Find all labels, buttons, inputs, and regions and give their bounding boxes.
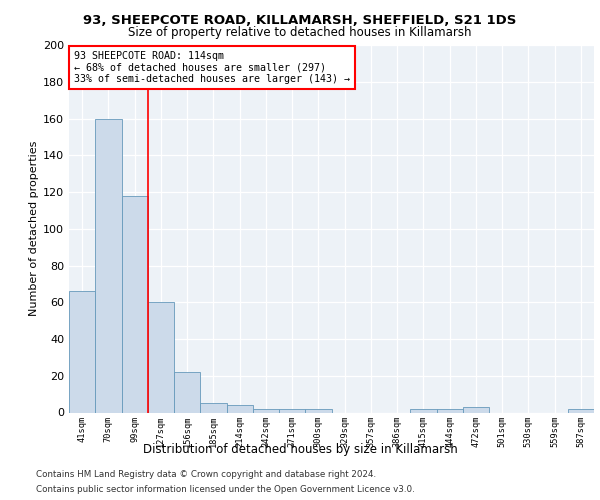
Bar: [227, 405, 253, 412]
Text: Size of property relative to detached houses in Killamarsh: Size of property relative to detached ho…: [128, 26, 472, 39]
Bar: [463, 407, 489, 412]
Bar: [279, 409, 305, 412]
Bar: [174, 372, 200, 412]
Bar: [121, 196, 148, 412]
Bar: [568, 409, 594, 412]
Text: 93, SHEEPCOTE ROAD, KILLAMARSH, SHEFFIELD, S21 1DS: 93, SHEEPCOTE ROAD, KILLAMARSH, SHEFFIEL…: [83, 14, 517, 27]
Y-axis label: Number of detached properties: Number of detached properties: [29, 141, 39, 316]
Text: Contains public sector information licensed under the Open Government Licence v3: Contains public sector information licen…: [36, 485, 415, 494]
Bar: [95, 118, 121, 412]
Text: Distribution of detached houses by size in Killamarsh: Distribution of detached houses by size …: [143, 442, 457, 456]
Bar: [148, 302, 174, 412]
Bar: [253, 409, 279, 412]
Bar: [69, 291, 95, 412]
Text: 93 SHEEPCOTE ROAD: 114sqm
← 68% of detached houses are smaller (297)
33% of semi: 93 SHEEPCOTE ROAD: 114sqm ← 68% of detac…: [74, 50, 350, 84]
Text: Contains HM Land Registry data © Crown copyright and database right 2024.: Contains HM Land Registry data © Crown c…: [36, 470, 376, 479]
Bar: [437, 409, 463, 412]
Bar: [305, 409, 331, 412]
Bar: [200, 404, 227, 412]
Bar: [410, 409, 437, 412]
